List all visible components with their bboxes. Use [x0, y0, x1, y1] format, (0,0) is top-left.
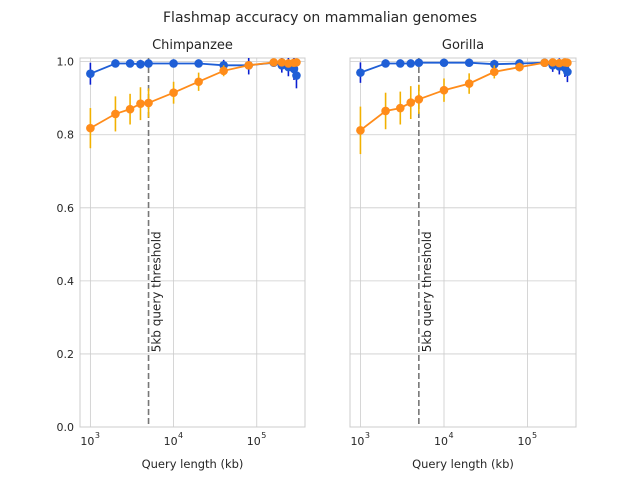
- data-point: [381, 106, 390, 116]
- data-point: [292, 71, 301, 80]
- y-tick-label: 0.6: [57, 202, 75, 215]
- data-point: [86, 123, 95, 133]
- data-point: [136, 99, 145, 108]
- x-tick-label: 10: [518, 435, 532, 448]
- x-tick-exponent: 3: [95, 431, 100, 440]
- axes-frame: [79, 57, 306, 428]
- figure-suptitle: Flashmap accuracy on mammalian genomes: [163, 10, 477, 26]
- data-point: [414, 58, 424, 68]
- data-point: [540, 58, 549, 68]
- series-line: [89, 61, 297, 129]
- x-tick-label: 10: [247, 435, 261, 448]
- data-point: [396, 103, 405, 113]
- panel-chimpanzee: 5kb query threshold Chimpanzee 0.0 0.2 0.4 0.…: [57, 38, 306, 471]
- series-line: [90, 61, 298, 76]
- panel-title: Gorilla: [442, 38, 484, 53]
- threshold-label: 5kb query threshold: [420, 231, 434, 352]
- data-point: [144, 98, 153, 108]
- panel-title: Chimpanzee: [152, 38, 233, 53]
- x-tick-label: 10: [434, 435, 448, 448]
- data-point: [356, 126, 365, 135]
- data-point: [136, 59, 145, 69]
- x-tick-exponent: 4: [448, 431, 453, 440]
- data-point: [563, 58, 572, 68]
- data-point: [515, 62, 524, 72]
- data-point: [414, 94, 424, 104]
- x-tick-label: 10: [350, 435, 364, 448]
- data-point: [144, 59, 153, 68]
- x-axis-label: Query length (kb): [412, 457, 514, 471]
- data-point: [111, 109, 120, 119]
- data-point: [406, 59, 416, 68]
- data-point: [464, 58, 474, 68]
- data-point: [125, 59, 135, 68]
- data-point: [125, 104, 135, 114]
- data-point: [289, 64, 299, 74]
- y-tick-label: 0.0: [57, 421, 75, 434]
- data-point: [439, 85, 449, 95]
- data-point: [269, 58, 279, 67]
- series-orange: [86, 58, 301, 149]
- x-tick-exponent: 5: [261, 431, 266, 440]
- data-point: [111, 59, 120, 68]
- chart-panels: 5kb query threshold Chimpanzee 0.0 0.2 0.4 0.…: [57, 38, 577, 471]
- data-point: [490, 59, 499, 69]
- y-tick-label: 0.4: [57, 275, 75, 288]
- data-point: [356, 68, 365, 77]
- data-point: [548, 58, 558, 67]
- threshold-label: 5kb query threshold: [150, 231, 164, 352]
- data-point: [464, 79, 474, 88]
- x-tick-exponent: 3: [365, 431, 370, 440]
- x-tick-exponent: 5: [532, 431, 537, 440]
- data-point: [86, 69, 95, 79]
- axes-frame: [349, 57, 577, 428]
- data-point: [406, 98, 416, 107]
- data-point: [169, 59, 178, 68]
- data-point: [244, 61, 254, 70]
- x-tick-label: 10: [80, 435, 94, 448]
- data-point: [490, 67, 499, 77]
- data-point: [277, 58, 287, 67]
- data-point: [563, 67, 572, 77]
- series-orange: [356, 58, 572, 155]
- data-point: [194, 77, 203, 87]
- series-line: [359, 61, 568, 132]
- y-tick-label: 1.0: [57, 56, 75, 69]
- data-point: [381, 59, 390, 68]
- x-tick-exponent: 4: [178, 431, 183, 440]
- data-point: [439, 58, 449, 68]
- x-tick-label: 10: [164, 435, 178, 448]
- y-tick-label: 0.2: [57, 348, 75, 361]
- series-blue: [356, 58, 572, 83]
- data-point: [219, 66, 228, 76]
- data-point: [292, 58, 301, 67]
- y-tick-label: 0.8: [57, 129, 75, 142]
- data-point: [396, 59, 405, 68]
- data-point: [194, 59, 203, 68]
- x-axis-label: Query length (kb): [142, 457, 244, 471]
- data-point: [169, 88, 178, 98]
